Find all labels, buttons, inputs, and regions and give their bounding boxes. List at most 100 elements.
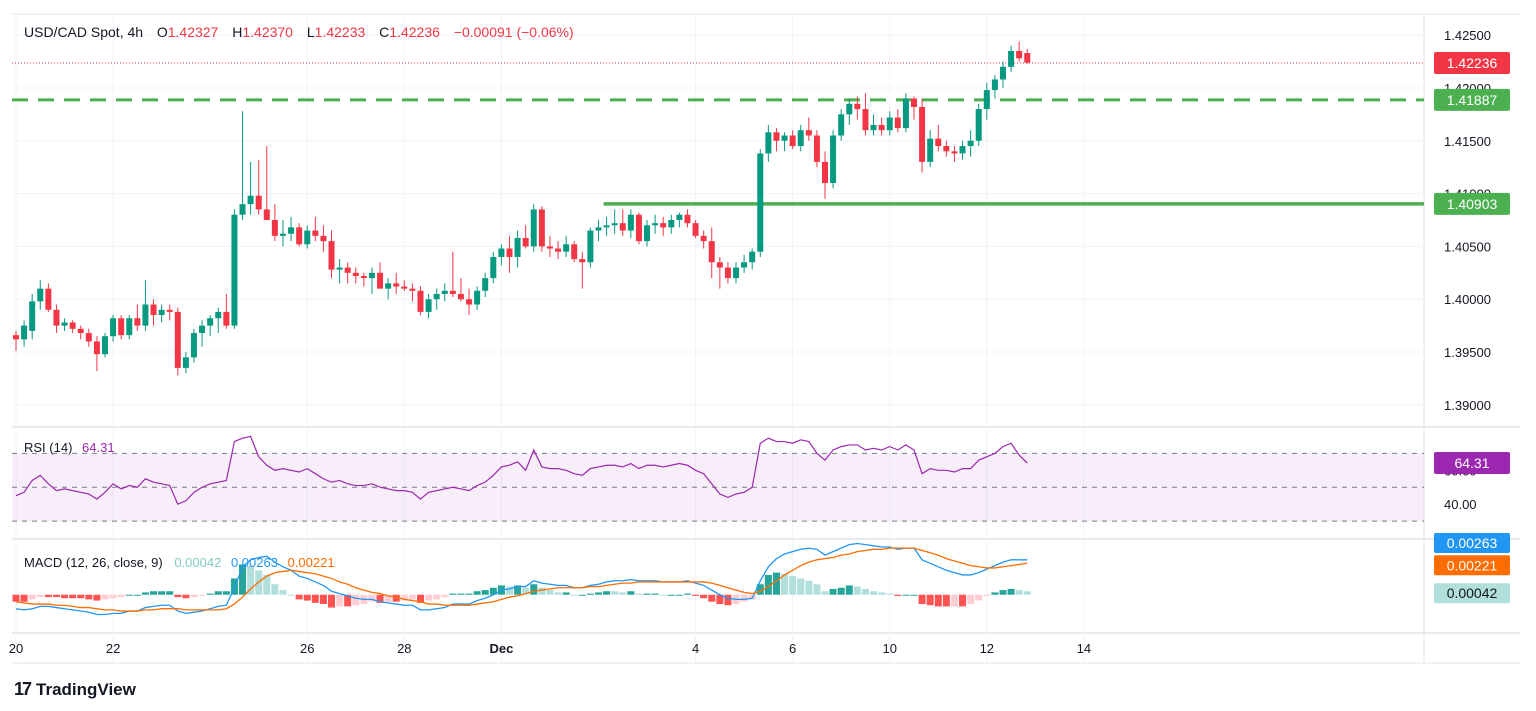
candle-body [773, 132, 780, 141]
macd-histogram-bar [465, 593, 473, 595]
macd-histogram-bar [441, 594, 449, 598]
candle-body [1008, 50, 1015, 67]
macd-histogram-bar [319, 594, 327, 605]
candle-body [466, 299, 473, 305]
candle-body [223, 311, 230, 326]
macd-histogram-bar [214, 591, 222, 595]
macd-histogram-bar [724, 594, 732, 606]
macd-histogram-bar [44, 594, 52, 598]
tradingview-brand[interactable]: 17 TradingView [14, 679, 136, 700]
macd-histogram-bar [166, 591, 174, 595]
candle-body [207, 318, 214, 326]
macd-histogram-bar [926, 594, 934, 606]
time-tick-label: 28 [397, 641, 411, 656]
candle-body [1016, 50, 1023, 59]
macd-histogram-bar [336, 594, 344, 607]
candle-body [457, 293, 464, 300]
macd-histogram-bar [239, 564, 247, 595]
macd-histogram-bar [635, 593, 643, 595]
rsi-legend[interactable]: RSI (14) 64.31 [24, 440, 115, 455]
candle-body [199, 325, 206, 334]
high-label: H [232, 24, 243, 40]
candle-body [943, 146, 950, 152]
macd-histogram-bar [12, 594, 20, 602]
macd-histogram-bar [473, 591, 481, 595]
macd-histogram-bar [781, 573, 789, 595]
macd-histogram-bar [902, 594, 910, 596]
candle-body [352, 272, 359, 276]
time-tick-label: Dec [489, 641, 513, 656]
macd-histogram-bar [198, 594, 206, 596]
macd-histogram-bar [352, 594, 360, 606]
macd-histogram-bar [158, 591, 166, 595]
macd-histogram-bar [344, 594, 352, 607]
candle-body [45, 288, 52, 310]
candle-body [724, 267, 731, 279]
brand-name: TradingView [36, 679, 136, 699]
macd-histogram-bar [918, 594, 926, 605]
candle-body [983, 90, 990, 110]
rsi-value: 64.31 [82, 440, 115, 455]
candle-body [846, 103, 853, 115]
candle-body [644, 225, 651, 242]
candle-body [991, 79, 998, 91]
open-label: O [156, 24, 168, 40]
macd-histogram-bar [1015, 590, 1023, 595]
macd-histogram-bar [619, 592, 627, 595]
macd-histogram-bar [772, 572, 780, 595]
time-tick-label: 4 [692, 641, 699, 656]
candle-body [166, 309, 173, 312]
candle-body [555, 248, 562, 252]
candle-body [320, 235, 327, 242]
candle-body [733, 267, 740, 279]
candle-body [368, 272, 375, 279]
candle-body [765, 132, 772, 154]
macd-histogram-bar [263, 574, 271, 595]
candle-body [611, 223, 618, 226]
macd-legend[interactable]: MACD (12, 26, close, 9) 0.00042 0.00263 … [24, 555, 335, 570]
candle-body [279, 233, 286, 236]
macd-histogram-bar [77, 594, 85, 599]
high-value: 1.42370 [242, 24, 293, 40]
macd-histogram-bar [61, 594, 69, 599]
candle-body [919, 106, 926, 162]
candle-body [498, 248, 505, 257]
candle-body [579, 259, 586, 263]
macd-histogram-bar [886, 593, 894, 595]
candle-body [676, 214, 683, 220]
macd-histogram-bar [408, 594, 416, 600]
candle-body [21, 325, 28, 340]
macd-histogram-bar [117, 594, 125, 598]
macd-histogram-bar [870, 591, 878, 595]
macd-histogram-bar [991, 592, 999, 595]
support-tag: 1.40903 [1447, 196, 1498, 212]
macd-histogram-bar [651, 593, 659, 595]
candle-body [174, 311, 181, 368]
macd-histogram-bar [133, 594, 141, 596]
symbol-title[interactable]: USD/CAD Spot, 4h [24, 24, 144, 40]
macd-histogram-bar [295, 594, 303, 600]
candle-body [935, 138, 942, 147]
grid [12, 13, 1520, 664]
macd-line-value: 0.00263 [230, 555, 278, 570]
macd-histogram-bar [368, 594, 376, 602]
axes: 1.425001.420001.415001.410001.405001.400… [9, 28, 1510, 656]
signal-value-tag: 0.00221 [1447, 557, 1498, 573]
candle-body [449, 290, 456, 294]
macd-histogram-bar [578, 594, 586, 596]
candle-body [385, 283, 392, 289]
macd-histogram-bar [546, 590, 554, 595]
macd-histogram-bar [457, 593, 465, 595]
macd-histogram-bar [659, 594, 667, 596]
candle-body [684, 214, 691, 224]
candle-body [190, 333, 197, 358]
candle-body [255, 195, 262, 210]
candle-body [474, 290, 481, 305]
candle-body [29, 301, 36, 331]
macd-histogram-bar [384, 594, 392, 602]
macd-histogram-bar [853, 586, 861, 595]
histogram-value-tag-bg [1434, 583, 1510, 604]
candle-body [530, 209, 537, 247]
time-tick-label: 22 [106, 641, 120, 656]
